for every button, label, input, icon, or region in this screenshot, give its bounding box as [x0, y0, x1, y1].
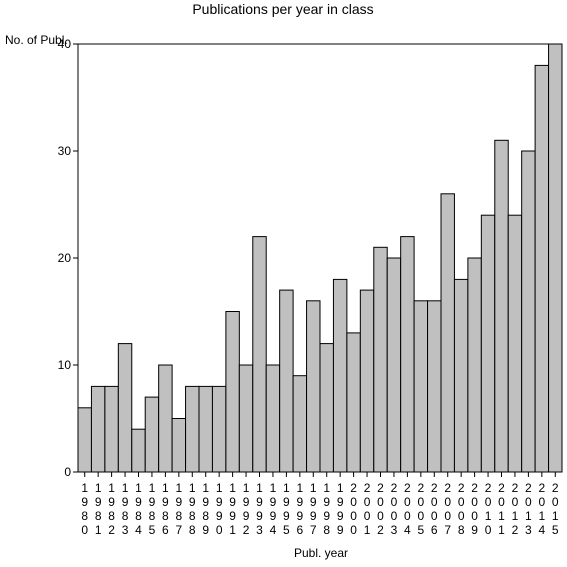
bar-1989	[198, 385, 213, 473]
bar-2006	[427, 300, 442, 473]
bars-group	[77, 43, 563, 473]
chart-title: Publications per year in class	[192, 1, 373, 17]
y-tick-label-10: 10	[58, 358, 72, 372]
bar-2003	[386, 257, 402, 473]
bar-1991	[225, 311, 240, 473]
bar-1998	[319, 343, 334, 473]
bar-1983	[117, 343, 133, 473]
bar-1982	[104, 385, 119, 473]
bar-1990	[211, 385, 227, 473]
y-axis-label: No. of Publ.	[5, 33, 68, 47]
bar-2014	[534, 64, 550, 473]
bar-2005	[413, 300, 429, 473]
bar-1985	[144, 396, 160, 473]
bar-1980	[77, 407, 92, 473]
bar-2012	[507, 214, 523, 473]
bar-1988	[185, 385, 200, 473]
bar-1995	[279, 289, 294, 473]
bar-1984	[131, 428, 146, 473]
bar-2013	[521, 150, 536, 473]
bar-1987	[171, 418, 187, 473]
x-ticks-group: 1 9 8 0 1 9 8 1 1 9 8 2 1 9 8 3 1 9 8 4 1 9 8 5 1 9 8 6 1 9 8 7 1 9 8 8 1 9 8 9…	[81, 472, 559, 537]
bar-2011	[494, 139, 509, 473]
bar-1994	[265, 364, 281, 473]
y-tick-label-0: 0	[64, 465, 71, 479]
bar-2009	[467, 257, 482, 473]
y-tick-label-20: 20	[58, 251, 72, 265]
x-axis-label: Publ. year	[294, 546, 348, 560]
y-ticks-group: 0 10 20 30 40	[58, 37, 78, 479]
bar-2010	[480, 214, 496, 473]
bar-2007	[440, 193, 455, 473]
bar-1992	[238, 364, 254, 473]
bar-1993	[252, 236, 267, 473]
bar-2001	[359, 289, 375, 473]
bar-2015	[548, 43, 563, 473]
bar-2002	[373, 246, 388, 473]
bar-1999	[332, 278, 348, 473]
bar-2008	[453, 278, 469, 473]
bar-2004	[400, 236, 415, 473]
y-tick-label-40: 40	[58, 37, 72, 51]
bar-1981	[90, 385, 106, 473]
bar-1986	[158, 364, 173, 473]
bar-2000	[346, 332, 361, 473]
plot-frame	[77, 43, 563, 473]
y-tick-label-30: 30	[58, 144, 72, 158]
bar-1996	[292, 375, 308, 473]
bar-1997	[306, 300, 321, 473]
